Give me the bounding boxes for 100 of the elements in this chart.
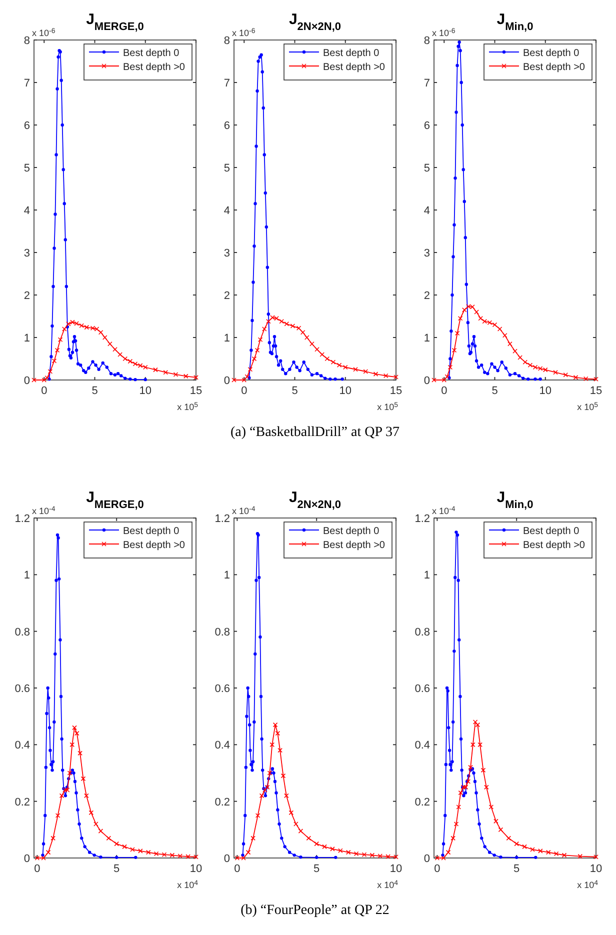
y-tick-label: 0.6 bbox=[214, 683, 230, 695]
x-tick-label: 5 bbox=[492, 385, 498, 397]
y-tick-label: 1 bbox=[24, 332, 30, 344]
legend-label: Best depth 0 bbox=[323, 526, 380, 537]
y-tick-label: 0.8 bbox=[214, 626, 230, 638]
y-tick-label: 7 bbox=[24, 78, 30, 90]
y-tick-label: 0.8 bbox=[414, 626, 430, 638]
y-tick-label: 5 bbox=[24, 162, 30, 174]
x-tick-label: 0 bbox=[241, 385, 248, 397]
chart-title: J$_{2N×2N,0}$ bbox=[288, 489, 342, 511]
legend-label: Best depth >0 bbox=[523, 540, 586, 551]
legend-label: Best depth >0 bbox=[123, 540, 186, 551]
x-tick-label: 0 bbox=[41, 385, 48, 397]
x-tick-label: 10 bbox=[139, 385, 152, 397]
y-axis-title: x 10$^{-4}$ bbox=[432, 506, 456, 516]
y-tick-label: 0 bbox=[24, 853, 30, 865]
legend-label: Best depth 0 bbox=[123, 48, 180, 59]
legend-label: Best depth 0 bbox=[523, 526, 580, 537]
y-tick-label: 2 bbox=[424, 290, 430, 302]
chart-title: J$_{MERGE,0}$ bbox=[86, 489, 144, 511]
y-tick-label: 1 bbox=[224, 332, 230, 344]
x-tick-label: 10 bbox=[339, 385, 352, 397]
chart-title: J$_{2N×2N,0}$ bbox=[288, 11, 342, 33]
legend-label: Best depth 0 bbox=[123, 526, 180, 537]
y-tick-label: 0.6 bbox=[414, 683, 430, 695]
legend-label: Best depth >0 bbox=[323, 62, 386, 73]
x-axis-title: x 10$^{4}$ bbox=[177, 880, 198, 890]
y-tick-label: 2 bbox=[24, 290, 30, 302]
x-tick-label: 0 bbox=[34, 863, 40, 875]
chart-title: J$_{Min,0}$ bbox=[496, 489, 534, 511]
y-tick-label: 1.2 bbox=[414, 513, 430, 525]
y-axis-title: x 10$^{-6}$ bbox=[232, 28, 256, 38]
y-tick-label: 5 bbox=[424, 162, 430, 174]
x-axis-title: x 10$^{5}$ bbox=[577, 402, 598, 412]
x-tick-label: 5 bbox=[92, 385, 98, 397]
y-axis-title: x 10$^{-4}$ bbox=[32, 506, 56, 516]
y-tick-label: 7 bbox=[424, 78, 430, 90]
y-tick-label: 0.2 bbox=[14, 796, 30, 808]
x-tick-label: 10 bbox=[539, 385, 552, 397]
y-tick-label: 0.8 bbox=[14, 626, 30, 638]
x-axis-title: x 10$^{4}$ bbox=[577, 880, 598, 890]
legend-label: Best depth 0 bbox=[523, 48, 580, 59]
y-tick-label: 0 bbox=[424, 853, 430, 865]
y-tick-label: 5 bbox=[224, 162, 230, 174]
y-tick-label: 7 bbox=[224, 78, 230, 90]
y-tick-label: 6 bbox=[424, 120, 430, 132]
y-tick-label: 1 bbox=[424, 332, 430, 344]
y-tick-label: 8 bbox=[424, 35, 430, 47]
chart-title: J$_{MERGE,0}$ bbox=[86, 11, 144, 33]
x-tick-label: 0 bbox=[234, 863, 240, 875]
y-tick-label: 3 bbox=[24, 248, 30, 260]
y-tick-label: 6 bbox=[224, 120, 230, 132]
x-tick-label: 15 bbox=[190, 385, 202, 397]
y-tick-label: 4 bbox=[224, 205, 230, 217]
y-tick-label: 1 bbox=[424, 570, 430, 582]
y-tick-label: 2 bbox=[224, 290, 230, 302]
x-tick-label: 5 bbox=[514, 863, 520, 875]
x-tick-label: 10 bbox=[590, 863, 602, 875]
y-tick-label: 1 bbox=[224, 570, 230, 582]
y-tick-label: 0 bbox=[24, 375, 30, 387]
x-tick-label: 5 bbox=[292, 385, 298, 397]
text: (b) “FourPeople” at QP 22 bbox=[240, 903, 390, 918]
x-tick-label: 10 bbox=[390, 863, 402, 875]
y-tick-label: 1.2 bbox=[14, 513, 30, 525]
chart-title: J$_{Min,0}$ bbox=[496, 11, 534, 33]
x-tick-label: 0 bbox=[441, 385, 448, 397]
y-tick-label: 0 bbox=[424, 375, 430, 387]
y-tick-label: 0.4 bbox=[214, 740, 230, 752]
legend-label: Best depth 0 bbox=[323, 48, 380, 59]
y-tick-label: 0 bbox=[224, 853, 230, 865]
y-tick-label: 0.4 bbox=[414, 740, 430, 752]
y-tick-label: 6 bbox=[24, 120, 30, 132]
x-axis-title: x 10$^{4}$ bbox=[377, 880, 398, 890]
y-tick-label: 0.6 bbox=[14, 683, 30, 695]
x-tick-label: 5 bbox=[314, 863, 320, 875]
y-tick-label: 0.2 bbox=[214, 796, 230, 808]
legend-label: Best depth >0 bbox=[523, 62, 586, 73]
x-axis-title: x 10$^{5}$ bbox=[177, 402, 198, 412]
y-tick-label: 4 bbox=[424, 205, 430, 217]
y-tick-label: 4 bbox=[24, 205, 30, 217]
y-tick-label: 1 bbox=[24, 570, 30, 582]
x-tick-label: 15 bbox=[590, 385, 602, 397]
y-tick-label: 3 bbox=[424, 248, 430, 260]
y-axis-title: x 10$^{-4}$ bbox=[232, 506, 256, 516]
text: (a) “BasketballDrill” at QP 37 bbox=[230, 425, 400, 440]
legend-label: Best depth >0 bbox=[323, 540, 386, 551]
y-tick-label: 0.4 bbox=[14, 740, 30, 752]
y-tick-label: 1.2 bbox=[214, 513, 230, 525]
legend-label: Best depth >0 bbox=[123, 62, 186, 73]
y-tick-label: 3 bbox=[224, 248, 230, 260]
y-axis-title: x 10$^{-6}$ bbox=[432, 28, 456, 38]
y-tick-label: 0 bbox=[224, 375, 230, 387]
x-tick-label: 15 bbox=[390, 385, 402, 397]
x-tick-label: 10 bbox=[190, 863, 202, 875]
y-tick-label: 8 bbox=[224, 35, 230, 47]
y-tick-label: 8 bbox=[24, 35, 30, 47]
x-tick-label: 0 bbox=[434, 863, 440, 875]
x-tick-label: 5 bbox=[114, 863, 120, 875]
x-axis-title: x 10$^{5}$ bbox=[377, 402, 398, 412]
y-tick-label: 0.2 bbox=[414, 796, 430, 808]
